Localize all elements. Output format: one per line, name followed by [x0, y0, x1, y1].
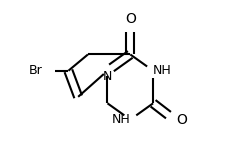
- Text: NH: NH: [111, 113, 130, 126]
- Text: NH: NH: [152, 64, 171, 77]
- Text: Br: Br: [29, 64, 42, 77]
- Text: N: N: [102, 70, 112, 83]
- Text: O: O: [175, 113, 186, 127]
- Text: O: O: [124, 12, 135, 26]
